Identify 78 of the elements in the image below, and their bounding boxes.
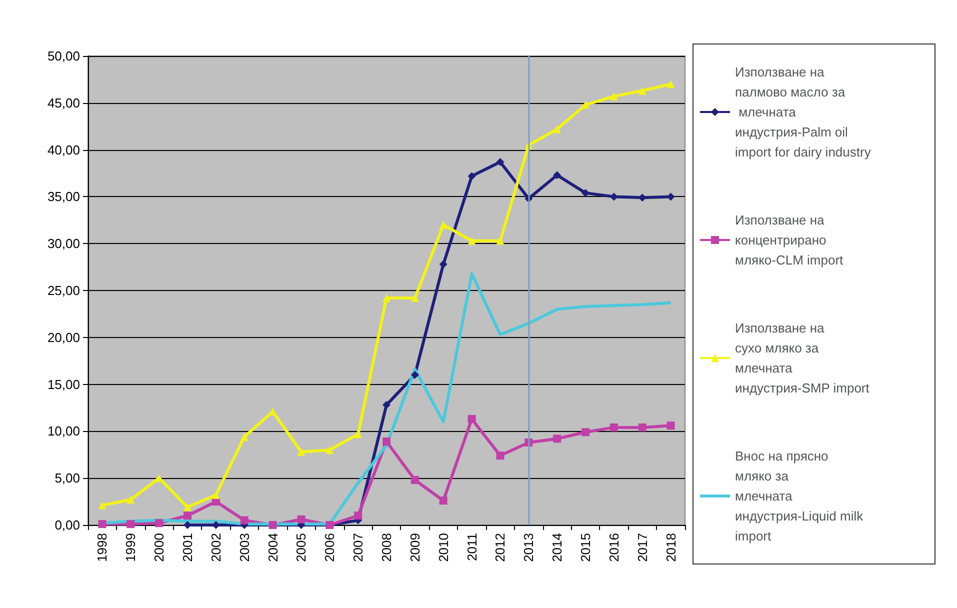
x-tick-label: 2013	[521, 533, 536, 562]
y-tick-label: 35,00	[47, 189, 80, 204]
point	[468, 236, 476, 245]
legend-label: Използване на сухо мляко за млечната индустрия-SMP import	[735, 320, 870, 396]
x-tick-label: 2011	[464, 533, 480, 561]
x-tick-label: 2015	[578, 533, 593, 562]
point	[410, 476, 419, 484]
point	[553, 171, 562, 180]
point	[98, 501, 106, 510]
point	[184, 503, 192, 512]
y-tick-label: 10,00	[47, 424, 80, 439]
point	[98, 520, 106, 528]
y-tick-label: 45,00	[47, 95, 80, 110]
point	[382, 294, 390, 302]
point	[155, 519, 164, 528]
x-tick-label: 2014	[550, 533, 565, 562]
x-tick-label: 2006	[322, 533, 338, 562]
point	[638, 423, 646, 432]
x-tick-label: 2012	[492, 533, 508, 562]
point	[410, 294, 419, 302]
x-tick-label: 2010	[436, 533, 451, 562]
point	[582, 188, 590, 197]
legend-label: Използване на концентрирано мляко-CLM import	[735, 212, 844, 268]
legend-label: Внос на прясно мляко за млечната индустрия-Liquid milk import	[735, 448, 867, 544]
point	[354, 430, 362, 438]
point	[240, 432, 248, 441]
point	[184, 512, 192, 520]
point	[439, 260, 448, 268]
point	[297, 515, 306, 524]
y-tick-label: 15,00	[47, 376, 80, 392]
point	[666, 422, 675, 430]
point	[326, 446, 334, 454]
point	[610, 192, 618, 201]
x-tick-label: 2008	[379, 533, 394, 562]
point	[382, 400, 390, 409]
point	[439, 220, 448, 229]
y-tick-label: 50,00	[47, 48, 80, 64]
y-tick-label: 5,00	[54, 470, 80, 486]
point	[297, 448, 306, 456]
x-tick-label: 2017	[634, 533, 650, 562]
point	[582, 428, 590, 436]
point	[553, 125, 562, 134]
point	[496, 452, 504, 460]
point	[439, 496, 448, 505]
point	[382, 438, 390, 446]
x-tick-label: 2000	[152, 533, 167, 562]
point	[610, 92, 618, 100]
x-tick-label: 2005	[294, 533, 309, 562]
x-tick-label: 2007	[350, 533, 366, 562]
point	[496, 158, 504, 166]
point	[496, 236, 504, 245]
point	[610, 423, 618, 432]
y-tick-label: 30,00	[47, 236, 80, 252]
point	[240, 516, 248, 524]
x-tick-label: 2003	[236, 533, 252, 562]
point	[468, 415, 476, 424]
x-tick-label: 2018	[663, 533, 678, 562]
y-tick-label: 0,00	[54, 518, 80, 532]
x-tick-label: 2001	[180, 533, 195, 562]
y-tick-label: 40,00	[47, 142, 80, 158]
x-tick-label: 1998	[94, 533, 110, 562]
x-tick-label: 2002	[208, 533, 224, 562]
x-tick-label: 1999	[123, 533, 138, 562]
x-tick-label: 2009	[407, 533, 422, 562]
point	[354, 512, 362, 520]
point	[468, 172, 476, 180]
x-tick-label: 2004	[265, 533, 280, 562]
point	[126, 496, 135, 504]
point	[126, 520, 135, 528]
x-tick-label: 2016	[606, 533, 622, 562]
point	[212, 490, 220, 499]
point	[553, 434, 562, 443]
point	[666, 80, 675, 88]
legend-label: Използване на палмово масло за млечната индустрия-Palm oil import for dairy industry	[735, 64, 872, 160]
point	[410, 370, 419, 379]
point	[638, 86, 646, 95]
y-tick-label: 25,00	[47, 283, 80, 298]
y-tick-label: 20,00	[47, 330, 80, 345]
